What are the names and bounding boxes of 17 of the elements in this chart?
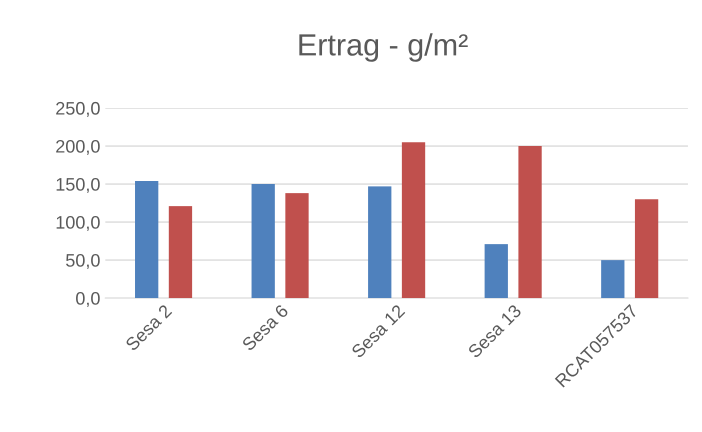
bar — [168, 206, 192, 298]
bar — [252, 184, 275, 298]
bar — [368, 186, 392, 298]
y-tick-label: 250,0 — [56, 102, 100, 117]
bar — [402, 142, 426, 298]
y-tick-label: 100,0 — [56, 216, 100, 231]
bar — [518, 146, 542, 298]
bar — [634, 199, 658, 298]
chart-title: Ertrag - g/m² — [299, 33, 468, 62]
bar — [484, 244, 508, 298]
y-tick-label: 150,0 — [56, 178, 100, 193]
y-tick-label: 50,0 — [66, 254, 100, 269]
y-tick-label: 200,0 — [56, 140, 100, 155]
bar — [601, 260, 624, 298]
y-tick-label: 0,0 — [76, 292, 100, 307]
bar — [135, 180, 158, 298]
bar — [285, 193, 309, 298]
